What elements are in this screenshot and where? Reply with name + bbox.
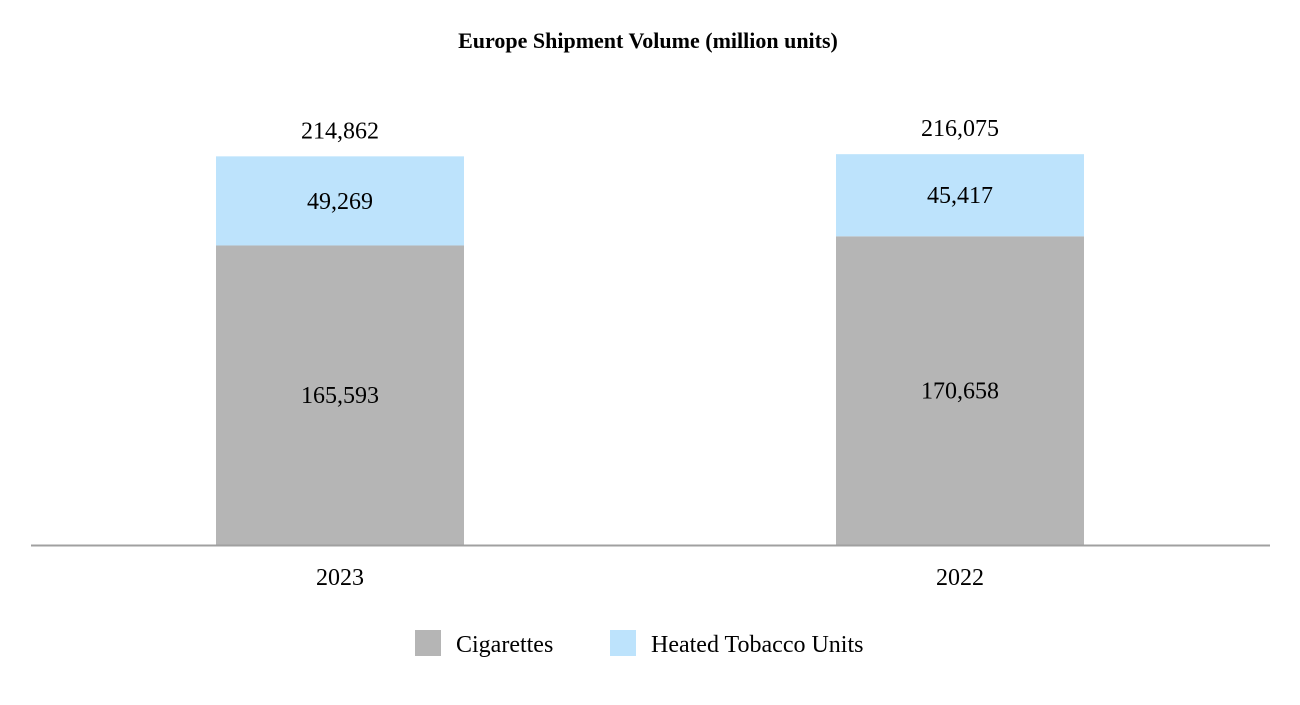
x-tick-label-2022: 2022 xyxy=(936,565,984,591)
x-tick-label-2023: 2023 xyxy=(316,565,364,591)
legend-label: Cigarettes xyxy=(456,632,553,658)
bar-segment-cigarettes-2022 xyxy=(836,236,1084,545)
data-label-heated-tobacco-units-2022: 45,417 xyxy=(927,183,993,209)
legend-item-cigarettes: Cigarettes xyxy=(415,630,553,658)
chart-title: Europe Shipment Volume (million units) xyxy=(458,28,838,53)
data-label-cigarettes-2022: 170,658 xyxy=(921,379,999,405)
x-tick-labels: 2023 2022 xyxy=(316,565,984,591)
bars-layer: 165,593 49,269 214,862 170,658 45,417 216,075 xyxy=(216,116,1084,545)
legend: Cigarettes Heated Tobacco Units xyxy=(415,630,863,658)
legend-item-heated-tobacco-units: Heated Tobacco Units xyxy=(610,630,863,658)
data-label-heated-tobacco-units-2023: 49,269 xyxy=(307,189,373,215)
bar-segment-heated-tobacco-units-2022 xyxy=(836,154,1084,237)
legend-swatch xyxy=(415,630,441,656)
bar-segment-cigarettes-2023 xyxy=(216,245,464,545)
bar-segment-heated-tobacco-units-2023 xyxy=(216,156,464,246)
legend-label: Heated Tobacco Units xyxy=(651,632,863,658)
data-label-cigarettes-2023: 165,593 xyxy=(301,383,379,409)
total-label-2022: 216,075 xyxy=(921,116,999,142)
legend-swatch xyxy=(610,630,636,656)
total-label-2023: 214,862 xyxy=(301,118,379,144)
